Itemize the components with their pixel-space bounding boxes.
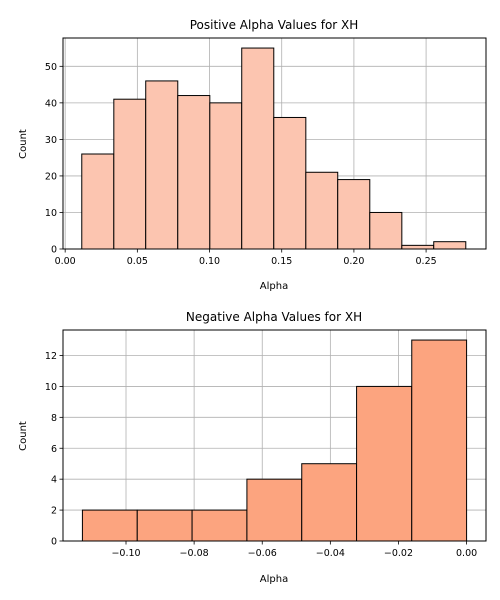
y-tick-label: 2: [51, 506, 57, 517]
histogram-bar: [81, 153, 115, 250]
x-axis-ticks: 0.00 0.05 0.10 0.15 0.20 0.25: [55, 249, 437, 267]
x-tick-label: −0.02: [384, 548, 413, 559]
chart-title: Negative Alpha Values for XH: [186, 310, 362, 324]
histogram-bar: [301, 463, 358, 542]
y-tick-label: 40: [45, 98, 57, 109]
plot-frame: [62, 37, 487, 250]
y-tick-label: 10: [45, 208, 57, 219]
x-tick-label: −0.10: [111, 548, 140, 559]
x-tick-label: 0.05: [127, 256, 148, 267]
x-tick-label: 0.20: [343, 256, 364, 267]
x-tick-label: 0.15: [271, 256, 292, 267]
y-tick-label: 6: [51, 444, 57, 455]
x-tick-label: −0.06: [248, 548, 277, 559]
y-tick-label: 0: [51, 245, 57, 256]
histogram-bar: [209, 102, 243, 250]
histogram-bar: [246, 478, 303, 542]
histogram-bar: [273, 116, 307, 250]
histogram-bar: [337, 179, 371, 250]
chart-title: Positive Alpha Values for XH: [190, 18, 359, 32]
x-tick-label: −0.08: [180, 548, 209, 559]
histogram-bar: [401, 244, 435, 250]
histogram-bar: [136, 509, 193, 542]
y-tick-label: 12: [45, 351, 57, 362]
y-tick-label: 0: [51, 537, 57, 548]
y-axis-ticks: 0 10 20 30 40 50: [45, 62, 63, 256]
y-tick-label: 10: [45, 382, 57, 393]
histogram-bar: [177, 95, 211, 250]
y-axis-label: Count: [18, 421, 29, 451]
histogram-bar: [145, 80, 179, 250]
histogram-bar: [113, 98, 147, 250]
plot-frame: [62, 329, 487, 542]
histogram-bar: [191, 509, 248, 542]
histogram-bar: [369, 211, 403, 250]
x-tick-label: 0.00: [55, 256, 76, 267]
histogram-bar: [81, 509, 138, 542]
bars: [81, 47, 467, 250]
y-tick-label: 20: [45, 171, 57, 182]
y-axis-ticks: 0 2 4 6 8 10 12: [45, 351, 63, 548]
y-tick-label: 8: [51, 413, 57, 424]
x-tick-label: −0.04: [316, 548, 345, 559]
y-axis-label: Count: [18, 129, 29, 159]
x-axis-label: Alpha: [260, 574, 288, 585]
y-tick-label: 50: [45, 62, 57, 73]
y-tick-label: 4: [51, 475, 57, 486]
x-tick-label: 0.10: [199, 256, 220, 267]
histogram-bar: [241, 47, 275, 250]
histogram-bar: [433, 241, 467, 250]
x-tick-label: 0.25: [416, 256, 437, 267]
histogram-bar: [305, 171, 339, 250]
x-axis-label: Alpha: [260, 281, 288, 292]
histogram-bar: [411, 339, 468, 542]
y-tick-label: 30: [45, 135, 57, 146]
negative-alpha-histogram: Negative Alpha Values for XH −0.10 −0.08−…: [18, 310, 487, 585]
positive-alpha-histogram: Positive Alpha Values for XH 0.00 0.05 0.1…: [18, 18, 487, 292]
histogram-bar: [356, 385, 413, 542]
bars: [81, 339, 468, 542]
x-axis-ticks: −0.10 −0.08 −0.06 −0.04 −0.02 0.00: [111, 541, 477, 559]
x-tick-label: 0.00: [456, 548, 477, 559]
